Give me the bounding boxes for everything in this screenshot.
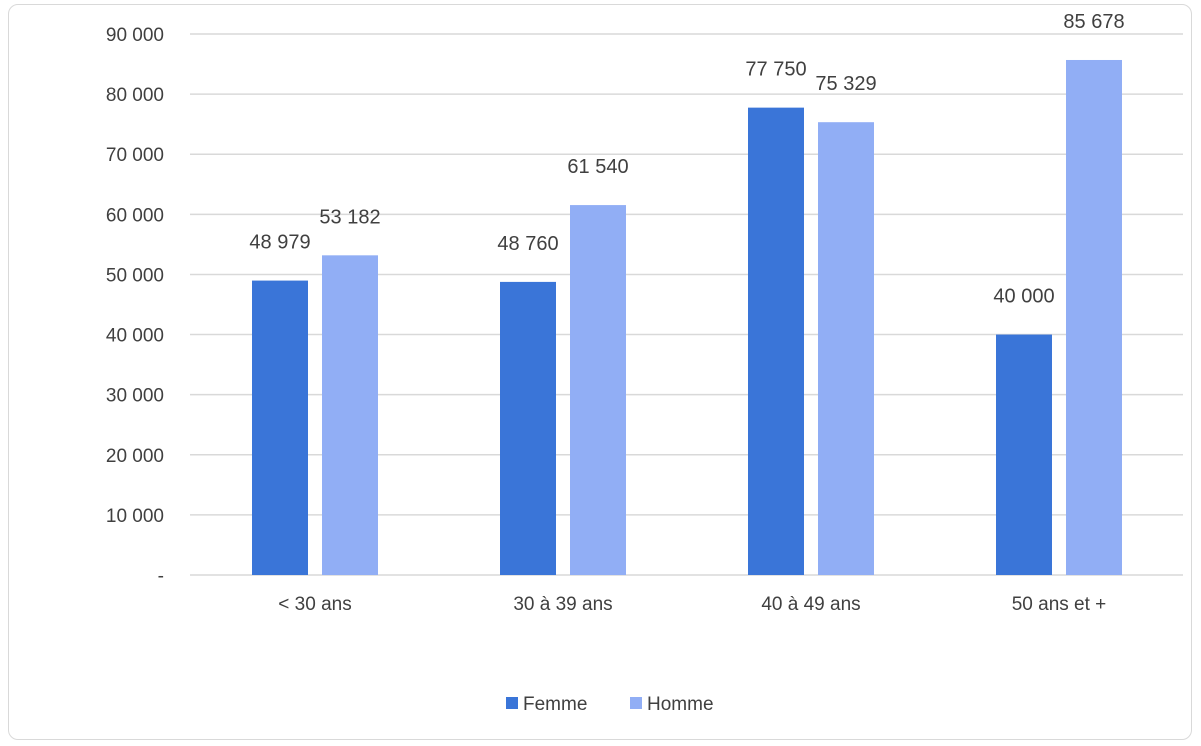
bar-femme	[748, 107, 804, 575]
data-label: 85 678	[1063, 11, 1124, 33]
legend: Femme Homme	[506, 694, 714, 715]
bars	[252, 59, 1122, 576]
y-tick-label: 30 000	[106, 386, 164, 407]
y-axis-tick-labels: - 10 000 20 000 30 000 40 000 50 000 60 000 70 …	[106, 25, 164, 587]
legend-swatch-femme	[506, 697, 518, 709]
data-label: 40 000	[993, 286, 1054, 308]
y-tick-label: 60 000	[106, 205, 164, 226]
bar-homme	[570, 205, 626, 575]
y-tick-label: 50 000	[106, 265, 164, 286]
y-tick-label: 20 000	[106, 446, 164, 467]
data-label: 77 750	[745, 59, 806, 81]
bar-homme	[322, 255, 378, 576]
x-category-label: 50 ans et +	[1012, 594, 1107, 615]
y-tick-label: 40 000	[106, 326, 164, 347]
data-label: 61 540	[567, 156, 628, 178]
y-tick-label: 80 000	[106, 85, 164, 106]
x-category-label: 30 à 39 ans	[513, 594, 612, 615]
bar-femme	[252, 280, 308, 575]
data-label: 75 329	[815, 73, 876, 95]
y-tick-label: -	[158, 566, 164, 587]
x-axis-category-labels: < 30 ans 30 à 39 ans 40 à 49 ans 50 ans et …	[278, 594, 1106, 615]
x-category-label: < 30 ans	[278, 594, 351, 615]
data-label: 53 182	[319, 206, 380, 228]
bar-femme	[500, 281, 556, 575]
data-labels: 48 979 48 760 77 750 40 000 53 182 61 540 75 3…	[249, 11, 1124, 308]
legend-label-femme: Femme	[523, 694, 587, 715]
bar-homme	[818, 122, 874, 575]
y-tick-label: 90 000	[106, 25, 164, 46]
y-tick-label: 70 000	[106, 145, 164, 166]
legend-swatch-homme	[630, 697, 642, 709]
legend-label-homme: Homme	[647, 694, 714, 715]
data-label: 48 979	[249, 232, 310, 254]
data-label: 48 760	[497, 233, 558, 255]
bar-femme	[996, 334, 1052, 575]
x-category-label: 40 à 49 ans	[761, 594, 860, 615]
bar-homme	[1066, 59, 1122, 575]
y-tick-label: 10 000	[106, 506, 164, 527]
